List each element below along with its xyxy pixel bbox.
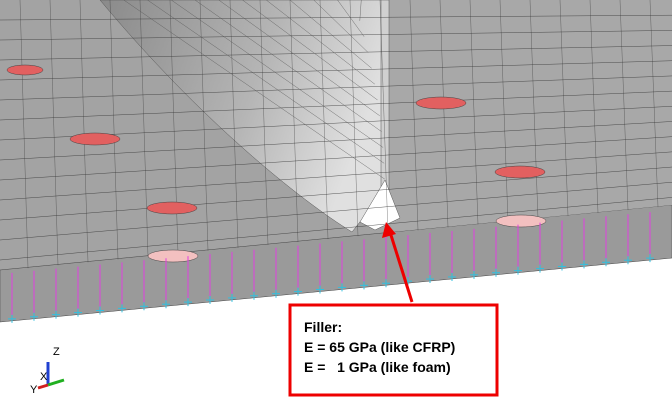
mesh-line: [0, 197, 672, 261]
mesh-line: [109, 0, 119, 260]
bolt-spot: [495, 214, 547, 228]
mesh-line: [19, 0, 29, 269]
mesh-line: [259, 0, 269, 245]
mesh-line: [559, 0, 569, 216]
mesh-line: [0, 136, 672, 181]
mesh-line: [147, 0, 385, 164]
web: [380, 0, 390, 191]
mesh-line: [499, 0, 509, 222]
mesh-line: [619, 0, 629, 211]
mesh-line: [529, 0, 539, 219]
axis-label: Z: [53, 346, 60, 358]
mesh: [0, 0, 672, 323]
plate-right: [385, 0, 672, 232]
bolt-spots: [6, 64, 547, 263]
mesh-line: [439, 0, 449, 228]
filler: [359, 179, 401, 231]
fillet: [99, 0, 386, 233]
mesh-line: [0, 166, 672, 221]
mesh-line: [171, 0, 384, 148]
mesh-line: [319, 0, 329, 240]
mesh-line: [139, 0, 149, 257]
axis-label: X: [40, 371, 48, 383]
annotation-line: E = 65 GPa (like CFRP): [304, 339, 455, 355]
mesh-line: [349, 0, 359, 237]
mesh-line: [0, 121, 672, 161]
triad: Z Y X: [30, 346, 65, 396]
mesh-line: [469, 0, 479, 225]
mesh-line: [649, 0, 659, 208]
mesh-line: [589, 0, 599, 213]
arrow-shaft: [388, 231, 414, 303]
mesh-line: [0, 75, 672, 101]
mesh-line: [409, 0, 419, 231]
annotation-box: [288, 303, 499, 397]
x-axis: [37, 383, 49, 390]
bolt-spot: [494, 165, 546, 179]
mesh-line: [379, 0, 389, 234]
mesh-line: [218, 0, 380, 116]
mesh-line: [0, 182, 672, 241]
mesh-line: [289, 0, 299, 242]
annotation-line: E = 1 GPa (like foam): [304, 359, 451, 375]
mesh-line: [123, 0, 385, 180]
bolt-spot: [415, 96, 467, 110]
mesh-line: [0, 14, 672, 21]
bolt-spot: [147, 249, 199, 263]
mesh-line: [337, 0, 365, 37]
mesh-line: [266, 0, 375, 85]
mesh-line: [0, 30, 672, 41]
axis-label: Y: [30, 384, 38, 396]
mesh-line: [0, 90, 672, 121]
mesh-line: [0, 45, 672, 61]
mesh-line: [0, 151, 672, 201]
bolt-spot: [6, 64, 44, 76]
mesh-line: [229, 0, 239, 248]
bolt-spot: [146, 201, 198, 215]
mesh-line: [359, 0, 362, 21]
mesh-line: [79, 0, 89, 263]
bolt-spot: [69, 132, 121, 146]
mesh-line: [194, 0, 382, 132]
boundary-conditions: [8, 212, 654, 323]
mesh-line: [0, 60, 672, 81]
mesh-line: [199, 0, 209, 251]
mesh-line: [313, 0, 369, 53]
mesh-line: [49, 0, 59, 266]
mesh-line: [242, 0, 378, 101]
mesh-line: [289, 0, 372, 69]
annotation-line: Filler:: [304, 319, 342, 335]
y-axis: [47, 378, 65, 387]
arrow-head: [382, 222, 396, 238]
